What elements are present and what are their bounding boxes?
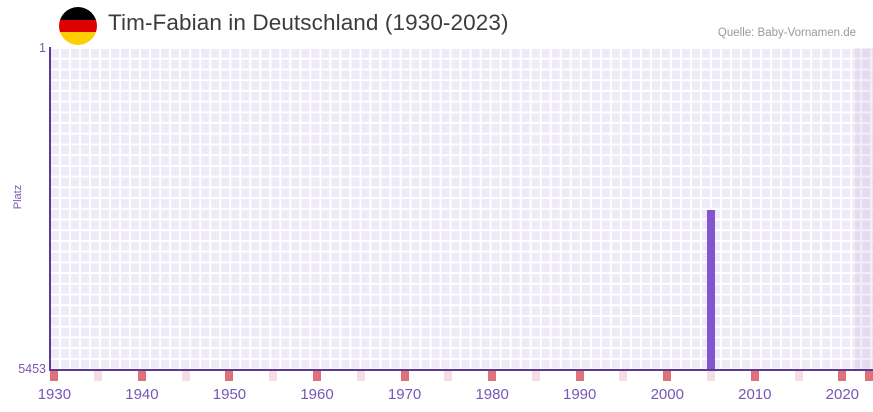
x-tick-mark-minor-1975	[444, 371, 453, 381]
x-tick-label-2010: 2010	[738, 386, 772, 403]
x-tick-mark-minor-2005	[707, 371, 716, 381]
x-tick-mark-minor-2015	[794, 371, 803, 381]
x-tick-mark-1930	[50, 371, 59, 381]
x-tick-label-2020: 2020	[825, 386, 860, 403]
x-tick-label-1950: 1950	[212, 386, 247, 403]
x-tick-label-2000: 2000	[650, 386, 684, 403]
bar-2005[interactable]	[707, 209, 716, 370]
source-attribution: Quelle: Baby-Vornamen.de	[717, 27, 856, 39]
x-tick-mark-minor-1955	[269, 371, 278, 381]
german-flag-icon	[59, 7, 97, 45]
x-tick-mark-2020	[838, 371, 847, 381]
y-tick-label-top: 1	[39, 41, 46, 55]
x-tick-mark-minor-1965	[356, 371, 365, 381]
x-tick-label-1930: 1930	[37, 386, 72, 403]
x-tick-mark-minor-1945	[181, 371, 190, 381]
plot-area	[50, 48, 873, 370]
x-tick-label-1940: 1940	[125, 386, 159, 403]
x-tick-label-1980: 1980	[475, 386, 509, 403]
x-axis-line	[49, 369, 873, 371]
x-tick-label-1960: 1960	[300, 386, 334, 403]
y-axis-line	[49, 47, 51, 371]
shaded-projection-region	[855, 48, 873, 370]
x-tick-mark-minor-1935	[94, 371, 103, 381]
chart-title: Tim-Fabian in Deutschland (1930-2023)	[108, 10, 509, 35]
x-tick-mark-1940	[137, 371, 146, 381]
y-tick-label-bottom: 5453	[18, 362, 46, 376]
x-tick-mark-1990	[575, 371, 584, 381]
x-tick-mark-minor-1995	[619, 371, 628, 381]
y-axis-title: Platz	[12, 184, 24, 210]
x-tick-mark-2000	[663, 371, 672, 381]
x-tick-mark-end	[864, 371, 873, 381]
flag-band-gold	[59, 32, 97, 45]
flag-band-black	[59, 7, 97, 20]
x-tick-label-1970: 1970	[387, 386, 422, 403]
flag-band-red	[59, 19, 97, 33]
x-tick-mark-1970	[400, 371, 409, 381]
x-tick-mark-1950	[225, 371, 234, 381]
x-tick-mark-2010	[750, 371, 759, 381]
x-tick-mark-minor-1985	[531, 371, 540, 381]
x-tick-mark-1980	[488, 371, 497, 381]
x-tick-label-1990: 1990	[563, 386, 597, 403]
x-tick-mark-1960	[313, 371, 322, 381]
